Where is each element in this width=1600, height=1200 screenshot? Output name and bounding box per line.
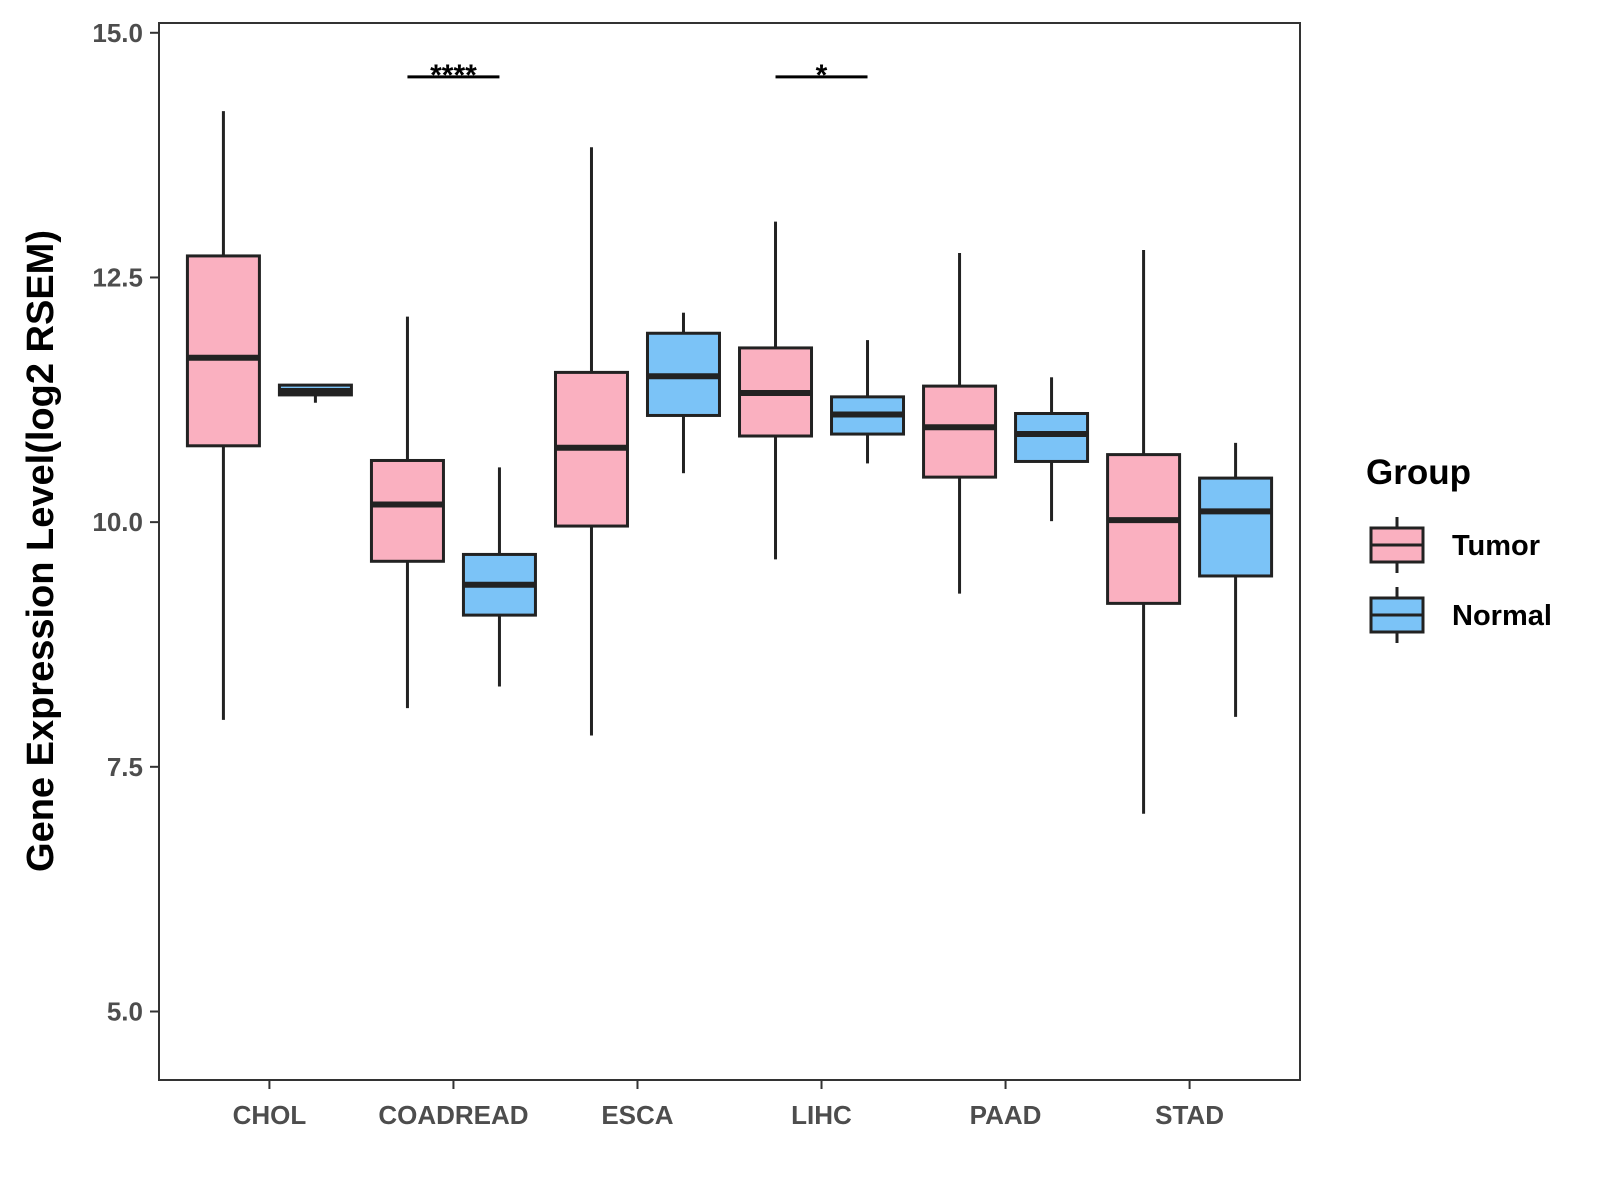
- box-normal-paad: [1014, 377, 1090, 522]
- legend-item-tumor: Tumor: [1369, 517, 1540, 573]
- box-iqr: [369, 458, 445, 563]
- box-normal-chol: [277, 383, 353, 403]
- box-normal-esca: [645, 312, 721, 474]
- y-tick-label: 7.5: [107, 752, 143, 782]
- x-tick-label-lihc: LIHC: [791, 1100, 852, 1130]
- box-iqr: [185, 254, 261, 448]
- x-tick-label-chol: CHOL: [233, 1100, 307, 1130]
- box-iqr: [1198, 476, 1274, 578]
- box-tumor-lihc: [738, 221, 814, 560]
- box-iqr: [1106, 453, 1182, 605]
- y-tick-label: 15.0: [92, 18, 143, 48]
- box-iqr: [922, 384, 998, 479]
- x-tick-label-paad: PAAD: [970, 1100, 1042, 1130]
- x-tick-label-esca: ESCA: [601, 1100, 673, 1130]
- box-normal-coadread: [461, 467, 537, 687]
- box-normal-lihc: [830, 340, 906, 464]
- x-axis: CHOL COADREAD ESCA LIHC PAAD STAD: [233, 1080, 1224, 1130]
- y-tick-label: 5.0: [107, 996, 143, 1026]
- x-tick-label-coadread: COADREAD: [378, 1100, 528, 1130]
- significance-label: ****: [430, 59, 477, 92]
- box-tumor-paad: [922, 252, 998, 594]
- plot-area: 5.0 7.5 10.0 12.5 15.0 CHOL COADREAD ESCA LIHC P…: [92, 18, 1301, 1130]
- legend-label: Tumor: [1452, 530, 1540, 562]
- y-tick-label: 10.0: [92, 507, 143, 537]
- box-tumor-chol: [185, 111, 261, 720]
- y-tick-label: 12.5: [92, 262, 143, 292]
- box-tumor-esca: [553, 147, 629, 736]
- box-tumor-stad: [1106, 250, 1182, 814]
- significance-annotations: **** *: [407, 59, 868, 92]
- y-axis: 5.0 7.5 10.0 12.5 15.0: [92, 18, 159, 1026]
- box-iqr: [1014, 412, 1090, 463]
- legend: Group Tumor Normal: [1366, 453, 1552, 643]
- significance-label: *: [816, 59, 828, 92]
- legend-title: Group: [1366, 453, 1471, 492]
- legend-label: Normal: [1452, 600, 1552, 632]
- x-tick-label-stad: STAD: [1155, 1100, 1224, 1130]
- legend-item-normal: Normal: [1369, 587, 1552, 643]
- box-tumor-coadread: [369, 316, 445, 709]
- box-series: [185, 111, 1274, 814]
- y-axis-title: Gene Expression Level(log2 RSEM): [20, 230, 62, 872]
- box-normal-stad: [1198, 442, 1274, 717]
